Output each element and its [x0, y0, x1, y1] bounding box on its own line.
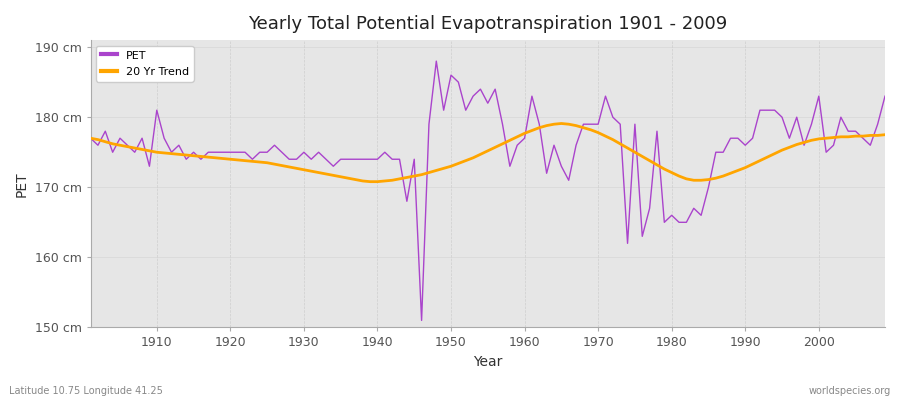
Line: PET: PET — [91, 61, 885, 320]
Text: worldspecies.org: worldspecies.org — [809, 386, 891, 396]
Text: Latitude 10.75 Longitude 41.25: Latitude 10.75 Longitude 41.25 — [9, 386, 163, 396]
PET — [306, 157, 317, 162]
20 Yr Trend — [556, 121, 567, 126]
Title: Yearly Total Potential Evapotranspiration 1901 - 2009: Yearly Total Potential Evapotranspiratio… — [248, 15, 727, 33]
20 Yr Trend — [364, 179, 375, 184]
Legend: PET, 20 Yr Trend: PET, 20 Yr Trend — [96, 46, 194, 82]
20 Yr Trend — [622, 146, 633, 150]
Y-axis label: PET: PET — [15, 171, 29, 196]
20 Yr Trend — [86, 136, 96, 141]
PET — [534, 122, 544, 127]
20 Yr Trend — [144, 148, 155, 153]
20 Yr Trend — [879, 132, 890, 137]
20 Yr Trend — [306, 169, 317, 174]
PET — [86, 136, 96, 141]
20 Yr Trend — [519, 131, 530, 136]
PET — [526, 94, 537, 98]
Line: 20 Yr Trend: 20 Yr Trend — [91, 124, 885, 182]
PET — [350, 157, 361, 162]
PET — [416, 318, 427, 323]
PET — [431, 59, 442, 64]
PET — [622, 241, 633, 246]
PET — [879, 94, 890, 98]
20 Yr Trend — [526, 128, 537, 133]
20 Yr Trend — [350, 177, 361, 182]
X-axis label: Year: Year — [473, 355, 502, 369]
PET — [144, 164, 155, 169]
